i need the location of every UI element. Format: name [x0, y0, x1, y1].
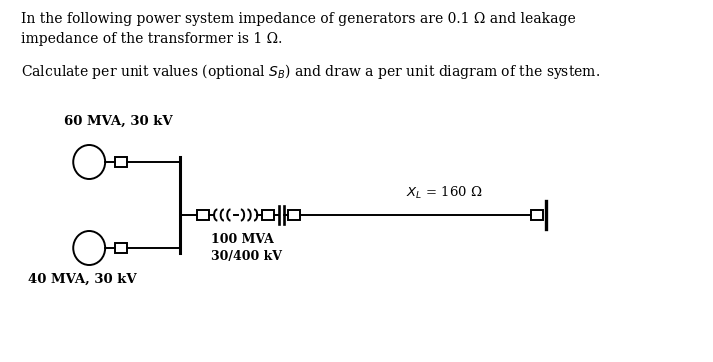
Text: 40 MVA, 30 kV: 40 MVA, 30 kV	[29, 273, 137, 286]
FancyBboxPatch shape	[198, 210, 210, 220]
FancyBboxPatch shape	[262, 210, 275, 220]
Text: $X_L$ = 160 Ω: $X_L$ = 160 Ω	[406, 185, 483, 201]
Text: 100 MVA
30/400 kV: 100 MVA 30/400 kV	[211, 233, 282, 263]
FancyBboxPatch shape	[530, 210, 543, 220]
Text: impedance of the transformer is 1 Ω.: impedance of the transformer is 1 Ω.	[21, 32, 282, 46]
FancyBboxPatch shape	[115, 243, 127, 253]
Text: 60 MVA, 30 kV: 60 MVA, 30 kV	[64, 115, 173, 128]
FancyBboxPatch shape	[288, 210, 300, 220]
Text: In the following power system impedance of generators are 0.1 Ω and leakage: In the following power system impedance …	[21, 12, 575, 26]
FancyBboxPatch shape	[115, 157, 127, 167]
Text: Calculate per unit values (optional $S_B$) and draw a per unit diagram of the sy: Calculate per unit values (optional $S_B…	[21, 62, 600, 81]
